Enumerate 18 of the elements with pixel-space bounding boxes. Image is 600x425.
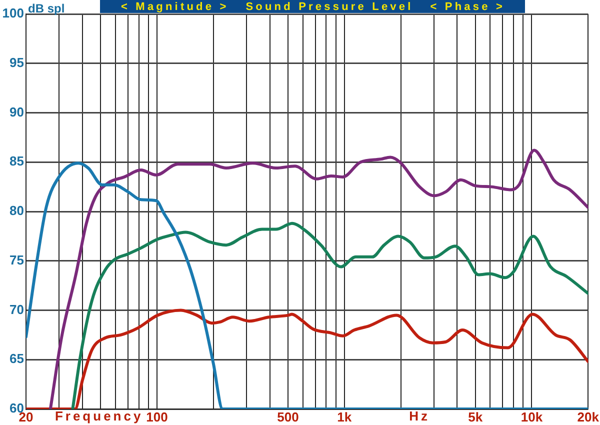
annotation: Hz: [409, 408, 430, 424]
x-tick-label: 10k: [520, 409, 544, 424]
chart-title: < Magnitude > Sound Pressure Level < Phase >: [120, 1, 506, 14]
y-axis-title: dB spl: [28, 1, 65, 16]
y-tick-label: 100: [2, 6, 24, 21]
x-tick-label: 1k: [337, 409, 352, 424]
x-tick-label: 500: [277, 409, 299, 424]
x-axis-title: Frequency: [54, 408, 144, 424]
x-tick-label: 5k: [468, 409, 484, 424]
y-tick-label: 70: [10, 302, 24, 317]
y-tick-label: 65: [10, 351, 24, 366]
y-tick-label: 75: [10, 252, 24, 268]
y-tick-label: 80: [10, 203, 24, 218]
y-tick-label: 85: [10, 154, 24, 169]
y-tick-label: 90: [10, 104, 24, 120]
x-tick-label: 20k: [577, 409, 600, 424]
x-tick-label: 100: [146, 409, 168, 424]
y-tick-label: 95: [10, 54, 24, 70]
